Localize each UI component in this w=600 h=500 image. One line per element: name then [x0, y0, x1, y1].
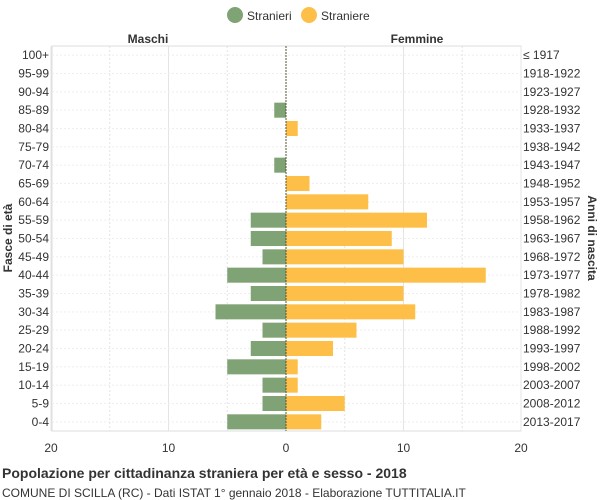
legend-label-straniere: Straniere — [321, 9, 370, 23]
legend: Stranieri Straniere — [227, 7, 370, 23]
bar-female-65-69 — [286, 175, 310, 192]
age-group-labels: 100+ 95-99 90-94 85-89 80-84 75-79 70-74 65-69 6… — [18, 48, 49, 429]
birth-year-label: 1923-1927 — [523, 85, 581, 99]
footer-subtitle: COMUNE DI SCILLA (RC) - Dati ISTAT 1° ge… — [2, 486, 467, 500]
bar-female-55-59 — [286, 212, 427, 228]
bar-male-55-59 — [250, 212, 286, 228]
age-group-label: 25-29 — [18, 323, 49, 337]
age-group-label: 80-84 — [18, 122, 49, 136]
bar-male-50-54 — [250, 230, 286, 247]
age-group-label: 20-24 — [18, 342, 49, 356]
birth-year-label: 2013-2017 — [523, 415, 581, 429]
bar-female-10-14 — [286, 377, 298, 393]
bar-female-30-34 — [286, 304, 416, 320]
bars — [215, 102, 486, 430]
birth-year-label: 1973-1977 — [523, 268, 581, 282]
legend-label-stranieri: Stranieri — [247, 9, 292, 23]
bar-male-0-4 — [227, 414, 286, 430]
age-group-label: 50-54 — [18, 232, 49, 246]
birth-year-label: 1918-1922 — [523, 67, 581, 81]
side-label-maschi: Maschi — [128, 32, 169, 46]
bar-female-15-19 — [286, 359, 298, 375]
bar-female-0-4 — [286, 414, 322, 430]
birth-year-label: 1968-1972 — [523, 250, 581, 264]
bar-female-35-39 — [286, 285, 404, 302]
birth-year-label: 1948-1952 — [523, 177, 581, 191]
y-axis-title-right: Anni di nascita — [585, 195, 599, 281]
x-axis-ticks: 20 10 0 10 20 — [44, 441, 528, 455]
bar-male-5-9 — [262, 395, 286, 412]
age-group-label: 30-34 — [18, 305, 49, 319]
age-group-label: 55-59 — [18, 213, 49, 227]
bar-male-35-39 — [250, 285, 286, 302]
age-group-label: 70-74 — [18, 158, 49, 172]
age-group-label: 65-69 — [18, 177, 49, 191]
birth-year-label: 1928-1932 — [523, 103, 581, 117]
x-tick-label: 20 — [514, 441, 528, 455]
bar-male-25-29 — [262, 322, 286, 338]
birth-year-label: 1983-1987 — [523, 305, 581, 319]
y-axis-title-left: Fasce di età — [1, 203, 15, 272]
birth-year-label: 1978-1982 — [523, 287, 581, 301]
birth-year-label: 1953-1957 — [523, 195, 581, 209]
bar-female-80-84 — [286, 120, 298, 137]
age-group-label: 10-14 — [18, 378, 49, 392]
legend-swatch-straniere — [301, 7, 317, 23]
birth-year-label: 1958-1962 — [523, 213, 581, 227]
legend-swatch-stranieri — [227, 7, 243, 23]
bar-male-45-49 — [262, 249, 286, 265]
birth-year-labels: ≤ 1917 1918-1922 1923-1927 1928-1932 1933-19… — [523, 48, 581, 429]
side-label-femmine: Femmine — [391, 32, 444, 46]
birth-year-label: 1963-1967 — [523, 232, 581, 246]
bar-female-25-29 — [286, 322, 357, 338]
bar-male-15-19 — [227, 359, 286, 375]
bar-male-40-44 — [227, 267, 286, 283]
age-group-label: 5-9 — [32, 397, 50, 411]
age-group-label: 15-19 — [18, 360, 49, 374]
bar-female-20-24 — [286, 340, 333, 357]
birth-year-label: 1943-1947 — [523, 158, 581, 172]
bar-male-30-34 — [215, 304, 286, 320]
bar-female-60-64 — [286, 194, 369, 210]
x-tick-label: 0 — [283, 441, 290, 455]
bar-female-5-9 — [286, 395, 345, 412]
bar-male-70-74 — [274, 157, 286, 173]
footer-title: Popolazione per cittadinanza straniera p… — [2, 465, 407, 481]
age-group-label: 90-94 — [18, 85, 49, 99]
age-group-label: 75-79 — [18, 140, 49, 154]
age-group-label: 85-89 — [18, 103, 49, 117]
birth-year-label: 1998-2002 — [523, 360, 581, 374]
bar-male-85-89 — [274, 102, 286, 118]
age-group-label: 35-39 — [18, 287, 49, 301]
x-tick-label: 10 — [162, 441, 176, 455]
birth-year-label: 2008-2012 — [523, 397, 581, 411]
x-tick-label: 10 — [397, 441, 411, 455]
birth-year-label: 1933-1937 — [523, 122, 581, 136]
bar-female-50-54 — [286, 230, 392, 247]
age-group-label: 45-49 — [18, 250, 49, 264]
age-group-label: 0-4 — [32, 415, 50, 429]
birth-year-label: 1938-1942 — [523, 140, 581, 154]
bar-female-45-49 — [286, 249, 404, 265]
age-group-label: 60-64 — [18, 195, 49, 209]
bar-male-20-24 — [250, 340, 286, 357]
bar-male-10-14 — [262, 377, 286, 393]
x-tick-label: 20 — [44, 441, 58, 455]
birth-year-label: 1988-1992 — [523, 323, 581, 337]
birth-year-label: ≤ 1917 — [523, 48, 560, 62]
birth-year-label: 1993-1997 — [523, 342, 581, 356]
bar-female-40-44 — [286, 267, 486, 283]
age-group-label: 40-44 — [18, 268, 49, 282]
age-group-label: 95-99 — [18, 67, 49, 81]
birth-year-label: 2003-2007 — [523, 378, 581, 392]
age-group-label: 100+ — [22, 48, 49, 62]
